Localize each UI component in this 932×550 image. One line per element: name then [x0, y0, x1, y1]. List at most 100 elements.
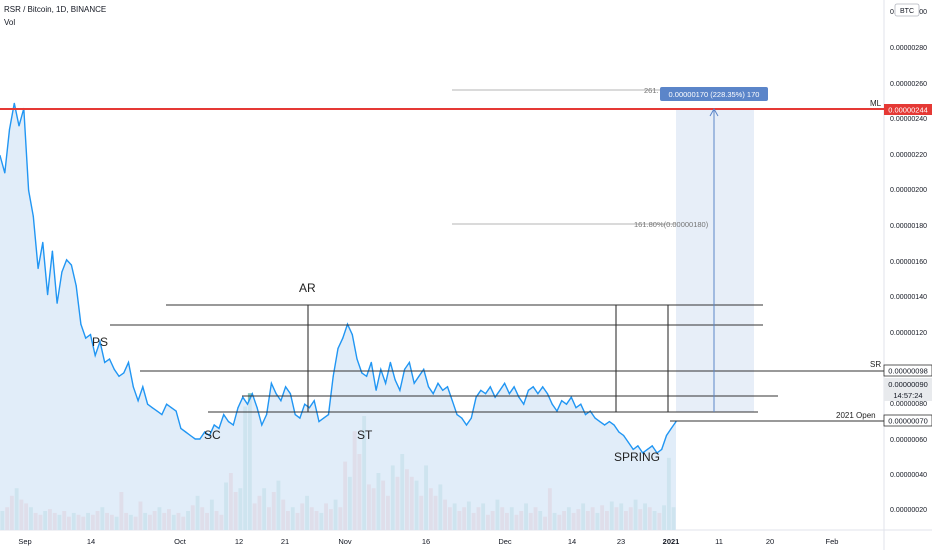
time-tick-label: Feb	[826, 537, 839, 546]
ar-label: AR	[299, 281, 316, 295]
open-line-label: 2021 Open	[836, 411, 876, 420]
price-point	[80, 323, 82, 325]
price-tick-label: 0.00000140	[890, 294, 927, 301]
ml-price-badge-text: 0.00000244	[888, 106, 928, 115]
time-tick-label: 11	[715, 537, 723, 546]
price-point	[375, 389, 377, 391]
price-point	[28, 189, 30, 191]
price-point	[42, 241, 44, 243]
price-point	[70, 264, 72, 266]
price-point	[442, 389, 444, 391]
time-tick-label: Oct	[174, 537, 187, 546]
price-point	[204, 431, 206, 433]
price-point	[66, 259, 68, 261]
price-point	[280, 400, 282, 402]
price-point	[113, 368, 115, 370]
volume-legend: Vol	[4, 18, 15, 27]
price-tick-label: 0.00000160	[890, 259, 927, 266]
price-point	[594, 417, 596, 419]
price-point	[289, 393, 291, 395]
price-point	[51, 250, 54, 252]
price-point	[608, 421, 611, 423]
current-price-badge	[884, 378, 932, 401]
price-point	[632, 448, 634, 450]
price-point	[394, 379, 396, 381]
time-tick-label: Dec	[498, 537, 512, 546]
price-point	[461, 417, 463, 419]
price-point	[523, 403, 525, 405]
price-point	[432, 393, 434, 395]
price-point	[194, 438, 196, 440]
price-point	[565, 403, 568, 405]
price-point	[75, 285, 77, 287]
price-point	[151, 407, 153, 409]
price-point	[132, 386, 134, 388]
price-point	[85, 337, 87, 339]
measure-range-box	[676, 110, 754, 412]
price-point	[142, 386, 144, 388]
price-point	[123, 372, 125, 374]
price-point	[94, 354, 96, 357]
price-axis-ticks: 0.000003000.000002800.000002600.00000240…	[890, 9, 927, 514]
price-point	[661, 448, 663, 450]
measure-tooltip	[660, 87, 768, 101]
price-point	[13, 102, 15, 104]
price-point	[580, 403, 582, 405]
price-tick-label: 0.00000040	[890, 472, 927, 479]
sr-line-label: SR	[870, 360, 881, 369]
price-point	[313, 400, 315, 402]
price-point	[418, 375, 420, 377]
price-point	[189, 434, 191, 437]
price-point	[208, 434, 211, 437]
price-point	[0, 154, 1, 157]
price-point	[223, 414, 225, 416]
price-point	[218, 427, 220, 430]
price-point	[18, 125, 20, 127]
sr-price-badge-text: 0.00000098	[888, 367, 928, 376]
price-point	[185, 431, 187, 433]
time-tick-label: Sep	[18, 537, 31, 546]
price-point	[656, 452, 658, 454]
price-point	[599, 421, 601, 423]
price-tick-label: 0.00000120	[890, 330, 927, 337]
currency-box[interactable]	[894, 3, 920, 17]
price-point	[575, 407, 577, 409]
price-point	[299, 417, 301, 419]
price-point	[251, 393, 253, 395]
price-point	[294, 414, 296, 416]
price-point	[413, 382, 415, 384]
price-point	[175, 410, 177, 412]
ps-label: PS	[92, 335, 108, 349]
price-point	[237, 407, 239, 409]
price-point	[246, 403, 249, 405]
price-point	[627, 441, 630, 443]
price-point	[156, 410, 158, 412]
price-point	[623, 434, 625, 437]
price-point	[508, 393, 510, 395]
price-point	[646, 448, 649, 450]
time-tick-label: 2021	[663, 537, 680, 546]
price-point	[380, 368, 382, 370]
price-point	[446, 386, 449, 388]
price-point	[356, 358, 358, 360]
price-point	[427, 386, 430, 388]
price-point	[161, 414, 163, 416]
price-point	[361, 372, 363, 374]
price-point	[332, 375, 334, 377]
price-point	[475, 396, 477, 398]
sr-price-badge	[883, 364, 932, 377]
price-point	[546, 393, 549, 395]
price-point	[180, 427, 182, 430]
price-point	[485, 393, 487, 395]
price-point	[89, 334, 92, 336]
price-point	[465, 424, 468, 426]
price-tick-label: 0.00000260	[890, 81, 927, 88]
fib-261-label: 261.	[644, 86, 659, 95]
price-point	[261, 424, 263, 426]
price-tick-label: 0.00000080	[890, 401, 927, 408]
price-point	[665, 434, 668, 437]
price-point	[227, 421, 230, 423]
price-point	[351, 334, 353, 336]
price-point	[37, 267, 39, 270]
